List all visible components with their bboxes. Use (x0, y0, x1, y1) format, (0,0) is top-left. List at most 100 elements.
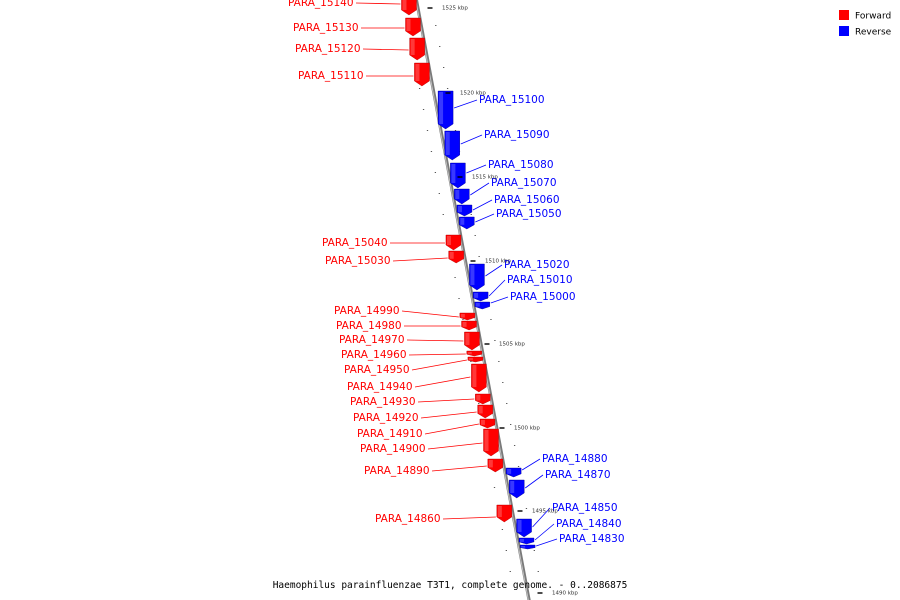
gene-shade (465, 333, 470, 345)
gene-para-14980 (461, 320, 477, 331)
gene-para-15130 (405, 17, 421, 37)
gene-shade (445, 132, 450, 155)
minor-dot (435, 25, 437, 26)
leader-line (417, 398, 475, 403)
gene-para-15070 (454, 188, 470, 205)
genome-caption: Haemophilus parainfluenzae T3T1, complet… (273, 580, 628, 591)
tick-label: 1510 kbp (485, 259, 511, 265)
gene-shade (449, 252, 454, 259)
gene-para-14840 (518, 537, 535, 545)
gene-shade (521, 546, 526, 548)
leader-line (475, 213, 495, 223)
minor-dot (438, 193, 440, 194)
gene-shade (474, 293, 479, 298)
gene-shade (439, 92, 444, 124)
minor-dot (474, 235, 476, 236)
minor-dot (501, 529, 504, 530)
minor-dot (513, 445, 516, 446)
minor-dot (494, 340, 496, 341)
gene-para-15040 (445, 234, 462, 251)
gene-para-15030 (448, 250, 464, 264)
leader-line (466, 164, 487, 174)
gene-shade (510, 481, 515, 493)
gene-label: PARA_14950 (344, 364, 410, 376)
minor-dot (430, 151, 433, 152)
tick-label: 1505 kbp (499, 342, 525, 348)
gene-para-15020 (469, 263, 485, 291)
minor-dot (537, 571, 539, 572)
leader-line (460, 134, 483, 145)
gene-shade (497, 506, 502, 517)
gene-label: PARA_14900 (360, 443, 426, 455)
gene-shade (402, 0, 407, 10)
gene-label: PARA_14980 (336, 320, 402, 332)
minor-dot (525, 508, 528, 509)
tick-label: 1490 kbp (552, 591, 578, 597)
minor-dot (533, 550, 535, 551)
leader-line (411, 359, 467, 371)
gene-para-14910 (479, 418, 496, 429)
gene-label: PARA_15080 (488, 159, 554, 171)
leader-line (521, 458, 541, 471)
gene-label: PARA_14990 (334, 305, 400, 317)
leader-line (420, 411, 477, 419)
gene-para-14860 (496, 504, 513, 523)
minor-dot (454, 277, 456, 278)
gene-para-14890 (487, 458, 504, 473)
leader-line (362, 48, 409, 51)
gene-shade (517, 520, 522, 532)
gene-shade (406, 19, 411, 31)
gene-para-14870 (509, 479, 525, 499)
leader-line (414, 376, 471, 388)
gene-label: PARA_14910 (357, 428, 423, 440)
legend-swatch-reverse (839, 26, 849, 36)
leader-line (406, 339, 464, 342)
minor-dot (442, 214, 444, 215)
leader-line (431, 465, 487, 472)
gene-label: PARA_14840 (556, 518, 622, 530)
gene-para-15010 (472, 291, 489, 302)
gene-shade (462, 322, 467, 327)
gene-shade (460, 314, 465, 318)
gene-label: PARA_15030 (325, 255, 391, 267)
minor-dot (505, 550, 507, 551)
label-leader-lines (355, 2, 558, 547)
leader-line (535, 538, 558, 547)
gene-label: PARA_14880 (542, 453, 608, 465)
minor-dot (510, 424, 512, 425)
leader-line (470, 182, 490, 196)
gene-para-14880 (505, 467, 522, 478)
leader-line (485, 264, 503, 277)
gene-label: PARA_15120 (295, 43, 361, 55)
leader-line (453, 99, 478, 109)
gene-labels: PARA_15140 PARA_15130 PARA_15120 PARA_15110… (288, 0, 625, 545)
minor-dot (439, 46, 441, 47)
gene-label: PARA_15070 (491, 177, 557, 189)
gene-shade (488, 460, 493, 468)
gene-shade (451, 164, 456, 183)
gene-para-14950 (467, 356, 484, 363)
gene-shade (457, 206, 462, 213)
gene-para-15060 (456, 204, 473, 217)
gene-para-14920 (477, 404, 493, 419)
gene-para-14930 (475, 393, 491, 405)
gene-shade (410, 39, 415, 55)
leader-line (408, 353, 466, 356)
gene-label: PARA_15050 (496, 208, 562, 220)
gene-shade (507, 469, 512, 474)
minor-dot (517, 466, 520, 467)
leader-line (427, 442, 483, 450)
tick-label: 1520 kbp (460, 91, 486, 97)
gene-label: PARA_15010 (507, 274, 573, 286)
gene-label: PARA_14930 (350, 396, 416, 408)
minor-dot (490, 319, 492, 320)
gene-label: PARA_14850 (552, 502, 618, 514)
minor-dot (454, 130, 457, 131)
legend: Forward Reverse (839, 10, 892, 38)
minor-dot (509, 571, 511, 572)
gene-para-15120 (409, 37, 425, 61)
tick-label: 1495 kbp (532, 509, 558, 515)
gene-para-14850 (516, 518, 532, 538)
gene-para-14940 (471, 363, 487, 393)
